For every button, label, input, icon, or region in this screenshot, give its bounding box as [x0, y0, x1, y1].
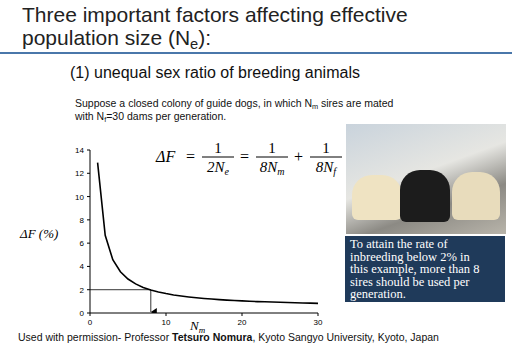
y-tick	[87, 219, 90, 220]
y-tick-label: 14	[75, 146, 84, 155]
intro-line: Suppose a closed colony of guide dogs, i…	[75, 97, 393, 110]
text-segment: Used with permission- Professor	[18, 331, 172, 343]
photo-dog	[352, 175, 402, 220]
y-tick-label: 8	[80, 216, 85, 225]
den-sub: f	[333, 166, 337, 177]
formula-operator: =	[186, 148, 195, 165]
formula-lhs: ΔF	[155, 148, 175, 165]
fraction-num: 1	[322, 140, 330, 156]
y-tick	[87, 173, 90, 174]
y-tick	[87, 150, 90, 151]
plot-group	[90, 163, 318, 312]
formula: ΔF=12Ne=18Nm+18Nf	[155, 140, 342, 177]
fraction-den: 8Nf	[316, 159, 338, 177]
y-tick-label: 4	[80, 262, 85, 271]
title-rule	[0, 52, 512, 54]
subtitle: (1) unequal sex ratio of breeding animal…	[70, 63, 360, 82]
y-tick	[87, 196, 90, 197]
x-tick-label: 0	[88, 318, 93, 327]
x-tick-label: 20	[238, 318, 247, 327]
x-tick-label: 30	[314, 318, 323, 327]
fraction-bar	[310, 157, 342, 158]
x-tick	[318, 313, 319, 316]
fraction-den: 8Nm	[260, 159, 285, 177]
text-segment: , Kyoto Sangyo University, Kyoto, Japan	[252, 331, 439, 343]
text-segment: Tetsuro Nomura	[172, 331, 252, 343]
text-segment: sires are mated	[318, 97, 393, 109]
text-segment: m	[312, 102, 318, 111]
y-tick-label: 2	[80, 286, 85, 295]
text-segment: with N	[75, 110, 104, 122]
den-main: 8N	[316, 159, 335, 175]
den-sub: m	[277, 166, 284, 177]
formula-operator: +	[294, 148, 303, 165]
y-tick	[87, 289, 90, 290]
x-tick	[166, 313, 167, 316]
den-main: 2N	[207, 159, 226, 175]
fraction-num: 1	[268, 140, 276, 156]
text-segment: ):	[198, 26, 211, 49]
reference-vertical	[150, 290, 151, 312]
fraction-den: 2Ne	[207, 159, 230, 177]
title-line: Three important factors affecting effect…	[22, 3, 408, 26]
intro-line: with Nf=30 dams per generation.	[75, 110, 226, 123]
note-line: generation.	[350, 288, 406, 301]
curve	[98, 163, 318, 304]
note-line: To attain the rate of	[350, 238, 448, 251]
y-tick-label: 10	[75, 193, 84, 202]
x-axis	[90, 313, 318, 314]
footer: Used with permission- Professor Tetsuro …	[18, 331, 439, 344]
fraction-bar	[202, 157, 234, 158]
photo-dog	[400, 170, 450, 222]
x-tick	[242, 313, 243, 316]
note-line: sires should be used per	[350, 276, 469, 289]
y-tick	[87, 266, 90, 267]
formula-operator: =	[240, 148, 249, 165]
note-line: inbreeding below 2% in	[350, 251, 470, 264]
slide: Three important factors affecting effect…	[0, 0, 512, 352]
note-line: this example, more than 8	[350, 263, 479, 276]
y-axis-label: ΔF (%)	[19, 226, 58, 241]
photo-dog	[452, 172, 500, 220]
title-line: population size (Ne):	[22, 26, 211, 49]
fraction-num: 1	[214, 140, 222, 156]
den-sub: e	[225, 166, 230, 177]
y-tick-label: 12	[75, 169, 84, 178]
x-label-sub: m	[199, 325, 206, 335]
y-tick	[87, 243, 90, 244]
chart: 024681012140102030NmΔF (%)ΔF=12Ne=18Nm+1…	[0, 0, 512, 352]
reference-horizontal	[90, 289, 151, 290]
text-segment: Three important factors affecting effect…	[22, 3, 408, 26]
y-tick-label: 6	[80, 239, 85, 248]
x-axis-label: Nm	[189, 318, 206, 335]
x-tick	[90, 313, 91, 316]
y-axis	[90, 150, 91, 313]
text-segment: e	[190, 36, 198, 52]
text-segment: f	[104, 115, 106, 124]
fraction-bar	[256, 157, 288, 158]
den-main: 8N	[260, 159, 279, 175]
y-tick-label: 0	[80, 309, 85, 318]
x-tick-label: 10	[162, 318, 171, 327]
text-segment: population size (N	[22, 26, 190, 49]
text-segment: Suppose a closed colony of guide dogs, i…	[75, 97, 312, 109]
text-segment: =30 dams per generation.	[106, 110, 226, 122]
